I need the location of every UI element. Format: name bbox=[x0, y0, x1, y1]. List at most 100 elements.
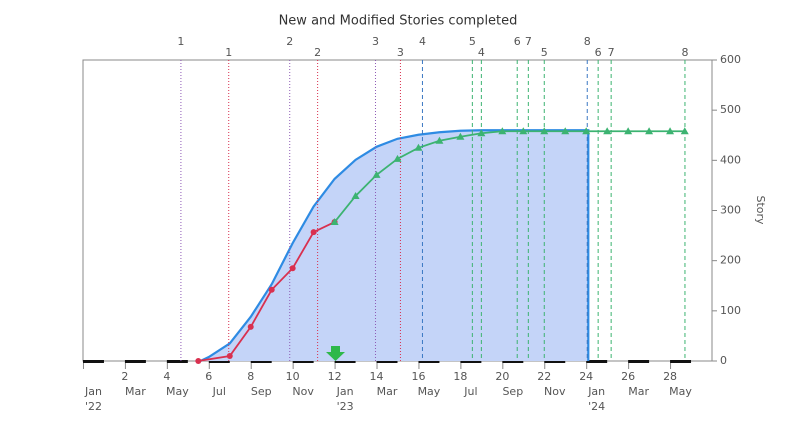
month-tick-label: Jan bbox=[587, 385, 605, 398]
milestone-label: 5 bbox=[541, 46, 548, 59]
milestone-label: 5 bbox=[469, 35, 476, 48]
axis-band bbox=[544, 360, 566, 363]
month-tick-label: Mar bbox=[377, 385, 398, 398]
point bbox=[393, 154, 402, 162]
point bbox=[666, 127, 675, 135]
month-tick-label: Jul bbox=[463, 385, 477, 398]
point bbox=[330, 218, 339, 226]
milestone-label: 7 bbox=[608, 46, 615, 59]
axis-band bbox=[376, 360, 398, 363]
point bbox=[226, 352, 233, 359]
month-tick-label: Nov bbox=[292, 385, 314, 398]
milestone-label: 6 bbox=[514, 35, 521, 48]
month-tick-label: Mar bbox=[628, 385, 649, 398]
point bbox=[561, 127, 570, 135]
axis-band bbox=[670, 360, 692, 363]
month-tick-label: Sep bbox=[251, 385, 272, 398]
month-tick-label: Jul bbox=[212, 385, 226, 398]
x-tick-label: 12 bbox=[328, 370, 342, 383]
axis-band bbox=[502, 360, 524, 363]
milestone-label: 1 bbox=[177, 35, 184, 48]
y-tick-label: 400 bbox=[720, 153, 741, 166]
axis-band bbox=[292, 360, 314, 363]
month-tick-label: Mar bbox=[125, 385, 146, 398]
milestone-label: 3 bbox=[397, 46, 404, 59]
x-tick-label: 16 bbox=[411, 370, 425, 383]
x-tick-label: 6 bbox=[205, 370, 212, 383]
point bbox=[310, 229, 317, 236]
axis-band bbox=[250, 360, 272, 363]
y-axis-label: Story bbox=[754, 195, 767, 225]
point bbox=[477, 129, 486, 137]
x-tick-label: 14 bbox=[370, 370, 384, 383]
point bbox=[268, 286, 275, 293]
x-tick-label: 20 bbox=[495, 370, 509, 383]
month-tick-label: May bbox=[418, 385, 441, 398]
month-tick-label: Nov bbox=[544, 385, 566, 398]
axis-band bbox=[124, 360, 146, 363]
x-tick-label: 22 bbox=[537, 370, 551, 383]
x-tick-label: 18 bbox=[453, 370, 467, 383]
y-tick-label: 500 bbox=[720, 103, 741, 116]
month-tick-label: Jan bbox=[336, 385, 354, 398]
point bbox=[540, 127, 549, 135]
milestone-label: 6 bbox=[595, 46, 602, 59]
milestone-label: 8 bbox=[584, 35, 591, 48]
point bbox=[351, 191, 360, 199]
y-tick-label: 600 bbox=[720, 53, 741, 66]
milestone-label: 4 bbox=[419, 35, 426, 48]
axis-band bbox=[418, 360, 440, 363]
point bbox=[645, 127, 654, 135]
milestone-label: 1 bbox=[225, 46, 232, 59]
y-tick-label: 200 bbox=[720, 254, 741, 267]
point bbox=[372, 170, 381, 178]
point bbox=[519, 127, 528, 135]
point bbox=[414, 143, 423, 151]
x-tick-label: 10 bbox=[286, 370, 300, 383]
x-tick-label: 4 bbox=[163, 370, 170, 383]
milestone-label: 8 bbox=[681, 46, 688, 59]
y-tick-label: 300 bbox=[720, 204, 741, 217]
axis-band bbox=[460, 360, 482, 363]
point bbox=[624, 127, 633, 135]
x-tick-label: 8 bbox=[247, 370, 254, 383]
point bbox=[247, 323, 254, 330]
x-tick-label: 2 bbox=[121, 370, 128, 383]
axis-band bbox=[208, 360, 230, 363]
year-tick-label: '23 bbox=[337, 400, 354, 413]
milestone-label: 2 bbox=[314, 46, 321, 59]
axis-band bbox=[83, 360, 104, 363]
point bbox=[289, 265, 296, 272]
month-tick-label: Sep bbox=[502, 385, 523, 398]
area-line bbox=[199, 129, 590, 362]
current-marker-icon bbox=[326, 346, 345, 361]
month-tick-label: Jan bbox=[84, 385, 102, 398]
year-tick-label: '24 bbox=[588, 400, 605, 413]
year-tick-label: '22 bbox=[85, 400, 102, 413]
milestone-label: 7 bbox=[525, 35, 532, 48]
x-tick-label: 26 bbox=[621, 370, 635, 383]
axis-band bbox=[628, 360, 650, 363]
point bbox=[456, 132, 465, 140]
point bbox=[582, 127, 591, 135]
point bbox=[195, 358, 202, 364]
x-tick-label: 28 bbox=[663, 370, 677, 383]
point bbox=[680, 127, 689, 135]
month-tick-label: May bbox=[166, 385, 189, 398]
x-tick-label: 24 bbox=[579, 370, 593, 383]
point bbox=[498, 127, 507, 135]
area-fill bbox=[200, 130, 589, 361]
milestone-label: 4 bbox=[478, 46, 485, 59]
chart-title: New and Modified Stories completed bbox=[279, 14, 518, 29]
point bbox=[603, 127, 612, 135]
axis-band bbox=[166, 360, 188, 363]
month-tick-label: May bbox=[669, 385, 692, 398]
y-tick-label: 0 bbox=[720, 354, 727, 367]
milestone-label: 2 bbox=[286, 35, 293, 48]
milestone-label: 3 bbox=[372, 35, 379, 48]
y-tick-label: 100 bbox=[720, 304, 741, 317]
point bbox=[435, 136, 444, 144]
axis-band bbox=[586, 360, 608, 363]
axis-band bbox=[334, 360, 356, 363]
